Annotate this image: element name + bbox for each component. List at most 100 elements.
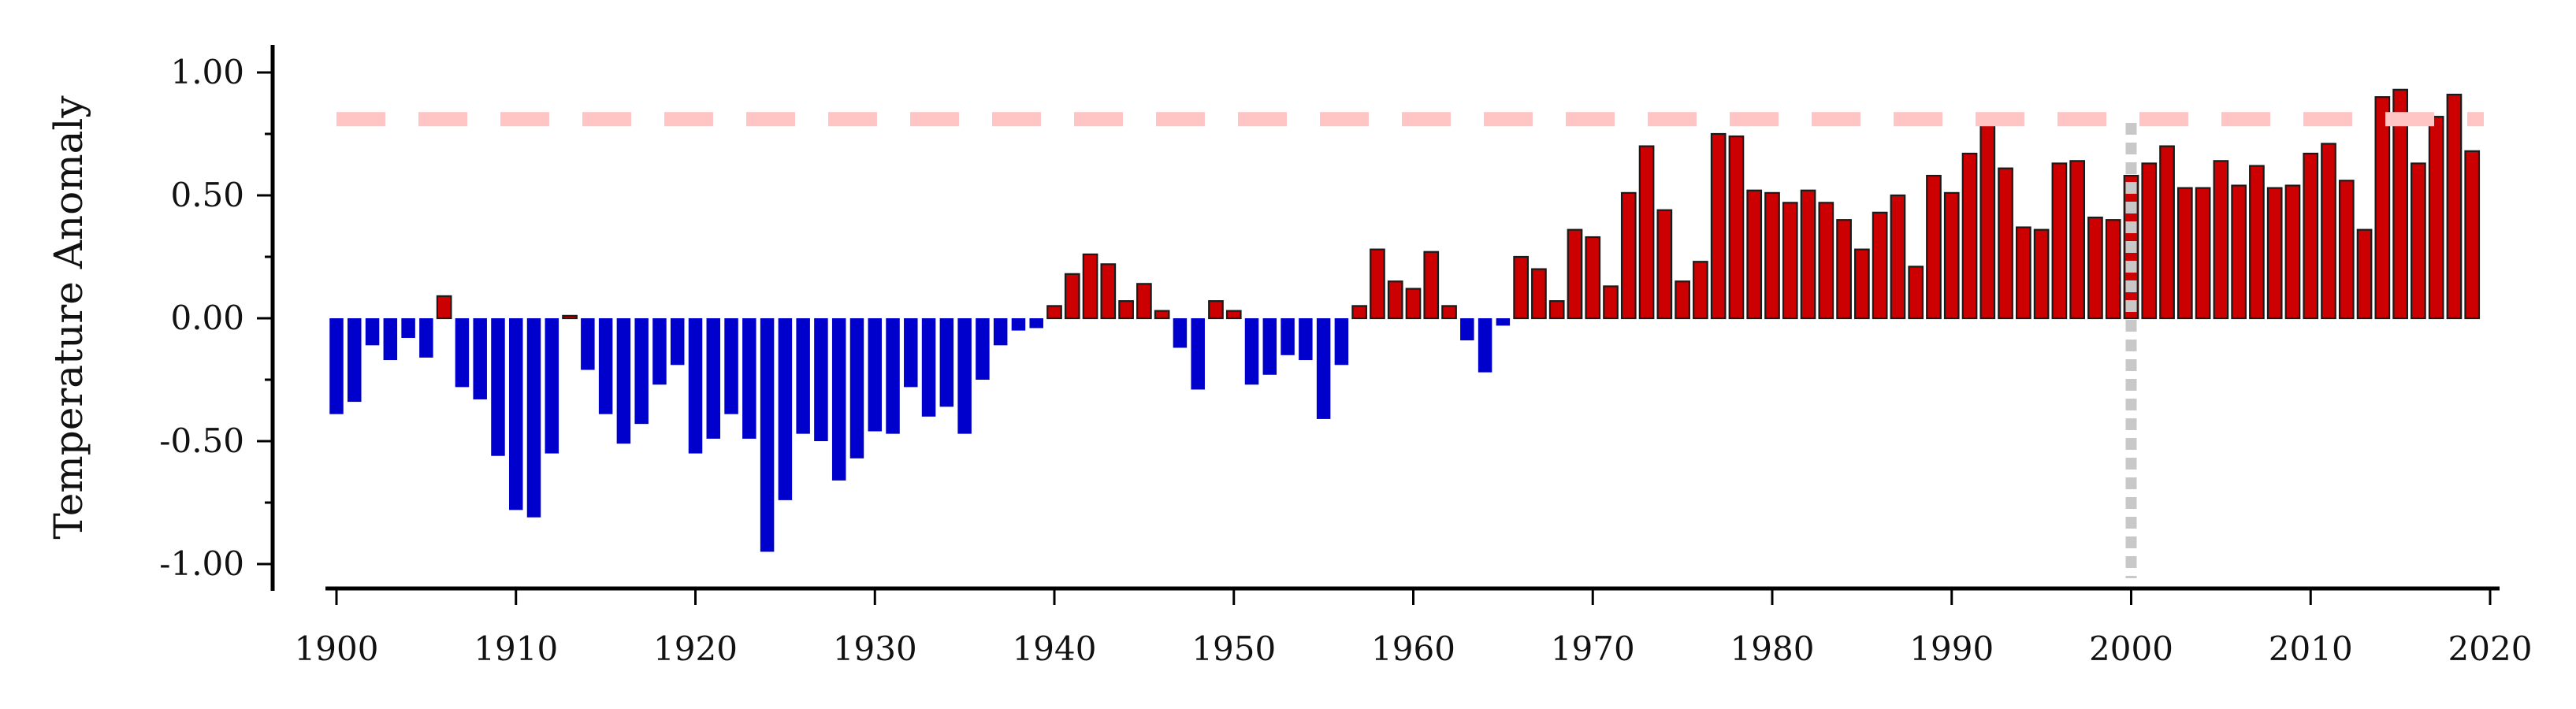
bar-1947: [1173, 318, 1188, 348]
x-tick-label: 2010: [2269, 629, 2353, 668]
bar-1921: [706, 318, 721, 439]
bar-1918: [652, 318, 667, 385]
bar-1929: [849, 318, 864, 458]
bar-2012: [2338, 180, 2355, 320]
bar-1912: [545, 318, 559, 454]
x-tick-label: 1900: [295, 629, 379, 668]
x-tick-label: 1940: [1013, 629, 1097, 668]
bar-2019: [2464, 150, 2481, 320]
bar-1946: [1154, 310, 1170, 320]
bar-1938: [1011, 318, 1026, 331]
x-tick-label: 1930: [833, 629, 917, 668]
x-axis-ticks: 1900 1910 1920 1930 1940 1950 1960 1970 1980 1990…: [295, 588, 2533, 668]
bar-1954: [1299, 318, 1313, 361]
bar-1900: [329, 318, 344, 414]
bar-1978: [1728, 135, 1745, 320]
bar-1987: [1890, 194, 1906, 320]
bar-1948: [1191, 318, 1205, 390]
bar-1919: [670, 318, 685, 366]
bar-1998: [2087, 216, 2103, 320]
bar-1927: [814, 318, 828, 441]
bar-1996: [2051, 162, 2068, 320]
bar-1967: [1531, 268, 1547, 320]
bar-2014: [2374, 96, 2391, 320]
bar-2009: [2284, 184, 2301, 320]
y-axis-ticks: 1.00 0.50 0.00 -0.50 -1.00: [159, 53, 273, 583]
bar-1984: [1836, 219, 1852, 320]
bar-1924: [760, 318, 775, 552]
bar-2004: [2195, 187, 2211, 320]
bar-2008: [2266, 187, 2283, 320]
bar-1995: [2033, 228, 2050, 320]
bar-1985: [1854, 248, 1870, 320]
bar-1958: [1370, 248, 1385, 320]
bar-1916: [616, 318, 631, 444]
bar-2005: [2213, 160, 2229, 320]
bar-1955: [1316, 318, 1331, 419]
bar-2002: [2159, 145, 2175, 320]
bar-1964: [1478, 318, 1492, 373]
bar-1944: [1118, 300, 1134, 320]
x-tick-label: 2000: [2089, 629, 2173, 668]
bar-1959: [1387, 280, 1403, 320]
y-tick-label: 0.50: [170, 176, 244, 214]
bar-2010: [2303, 152, 2319, 320]
x-tick-label: 1920: [653, 629, 738, 668]
bar-2013: [2356, 228, 2373, 320]
bar-1936: [976, 318, 990, 380]
bar-1910: [509, 318, 523, 510]
x-tick-label: 1970: [1551, 629, 1635, 668]
bar-1914: [581, 318, 595, 370]
bar-1981: [1782, 202, 1798, 320]
bar-1966: [1513, 255, 1530, 320]
bar-1986: [1872, 211, 1888, 320]
bar-2017: [2428, 116, 2444, 320]
y-tick-label: -1.00: [159, 544, 244, 583]
bar-2006: [2231, 184, 2247, 320]
bar-1999: [2105, 219, 2121, 320]
bar-1926: [796, 318, 810, 434]
bar-1980: [1764, 191, 1780, 320]
bar-1932: [904, 318, 918, 388]
bar-1928: [831, 318, 846, 481]
bar-1956: [1334, 318, 1349, 366]
bar-1906: [436, 295, 452, 320]
bar-2007: [2249, 165, 2265, 320]
bar-1953: [1281, 318, 1295, 355]
bar-2001: [2141, 162, 2158, 320]
bar-1968: [1548, 300, 1565, 320]
bar-1951: [1244, 318, 1259, 385]
bar-1950: [1225, 310, 1242, 320]
bar-1930: [868, 318, 882, 432]
bar-1923: [742, 318, 756, 439]
bar-1913: [562, 314, 578, 320]
bar-1992: [1979, 121, 1996, 320]
bar-1991: [1961, 152, 1978, 320]
bar-2016: [2411, 162, 2426, 320]
x-tick-label: 1960: [1371, 629, 1455, 668]
y-axis-title: Temperature Anomaly: [46, 95, 91, 540]
y-tick-label: 1.00: [170, 53, 244, 91]
x-tick-label: 2020: [2448, 629, 2533, 668]
bar-1997: [2069, 160, 2086, 320]
bar-1939: [1029, 318, 1043, 329]
bar-1990: [1943, 191, 1960, 320]
bar-1988: [1908, 265, 1924, 320]
bar-1976: [1693, 261, 1708, 320]
bar-1993: [1998, 167, 2013, 320]
bar-1963: [1460, 318, 1474, 341]
bar-1933: [921, 318, 936, 417]
bar-1974: [1656, 209, 1673, 320]
bar-1907: [455, 318, 470, 388]
y-tick-label: 0.00: [170, 299, 244, 337]
bar-1905: [419, 318, 433, 358]
bar-1957: [1351, 305, 1368, 320]
x-tick-label: 1980: [1730, 629, 1815, 668]
bar-1922: [724, 318, 738, 414]
bar-1979: [1746, 189, 1763, 320]
bar-1904: [401, 318, 415, 338]
bar-1943: [1100, 263, 1117, 320]
bar-1970: [1585, 236, 1601, 320]
bar-series: [329, 88, 2481, 552]
